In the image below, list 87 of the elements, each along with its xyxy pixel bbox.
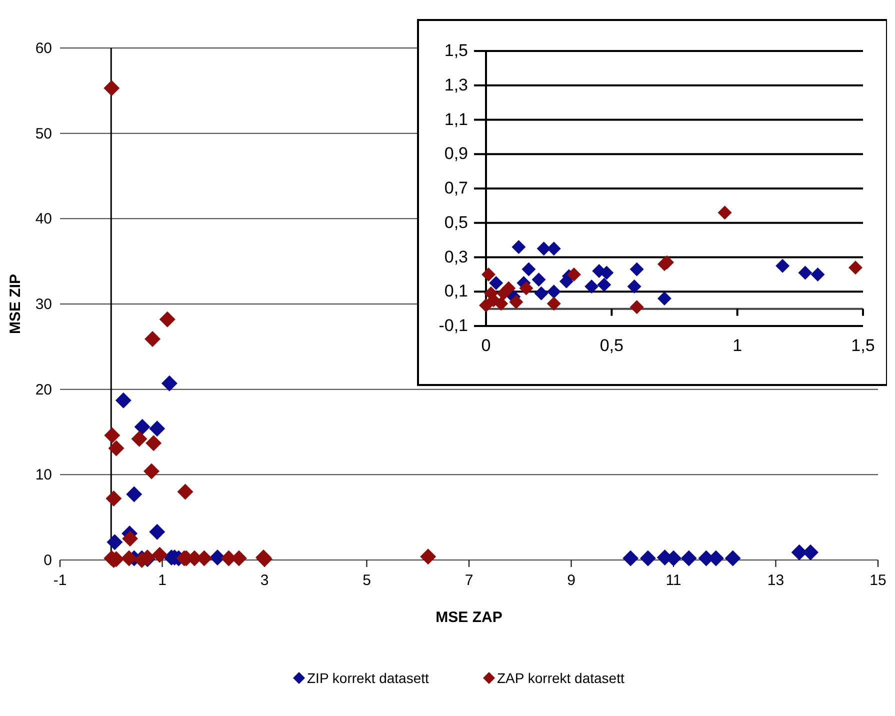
point [489,276,504,290]
y-tick-label: 10 [35,466,52,484]
point [420,548,436,565]
point [534,286,548,300]
point [536,242,551,256]
point [512,240,526,254]
point [622,550,639,566]
point [509,294,524,309]
y-tick-label: 50 [35,125,52,142]
point [104,427,120,444]
point [144,330,161,347]
point [640,550,656,566]
point [519,281,534,296]
point [848,260,862,275]
y-tick-label: -0,1 [438,316,468,335]
point [630,262,644,276]
point [482,267,496,282]
point [177,484,194,500]
point [149,524,166,540]
x-tick-label: 3 [260,572,269,589]
y-tick-label: 1,5 [444,41,468,60]
point [159,311,176,328]
point [144,463,160,480]
point [161,375,178,392]
x-tick-label: 9 [567,572,576,589]
point [680,550,697,566]
point [724,550,741,566]
legend-label: ZAP korrekt datasett [497,670,624,686]
point [149,420,166,437]
point [532,272,546,287]
point [484,286,498,300]
y-tick-label: 1,3 [444,75,468,94]
point [106,534,123,550]
y-tick-label: 0,3 [444,247,468,266]
point [630,300,644,314]
x-tick-label: 5 [362,572,371,589]
x-tick-label: 15 [870,572,886,589]
point [479,298,493,312]
point [657,292,672,306]
x-tick-label: 0 [481,336,491,355]
y-tick-label: 60 [35,40,52,57]
x-tick-label: 11 [666,572,682,589]
y-tick-label: 30 [35,296,52,313]
x-tick-label: -1 [53,572,67,589]
point [546,296,561,311]
y-tick-label: 20 [35,381,52,398]
y-axis-title: MSE ZIP [7,274,24,334]
y-tick-label: 0,5 [444,212,468,232]
x-axis-title: MSE ZAP [436,609,502,626]
x-tick-label: 7 [464,572,474,589]
point [115,392,132,408]
point [802,544,819,560]
point [776,258,790,273]
point [584,279,599,294]
point [131,430,148,447]
legend-label: ZIP korrekt datasett [307,670,430,686]
point [546,284,561,299]
point [108,440,124,456]
point [122,530,138,547]
point [798,266,812,280]
point [810,267,825,282]
point [126,486,142,502]
x-tick-label: 13 [767,572,784,589]
y-tick-label: 1,1 [444,110,468,129]
point [106,490,122,507]
x-tick-label: 1,5 [851,336,875,355]
point [146,435,162,452]
y-tick-label: 0,7 [444,178,468,198]
point [522,262,536,276]
y-tick-label: 0,9 [444,144,468,164]
point [121,550,138,566]
point [627,279,642,294]
point [134,418,150,435]
point [718,206,732,220]
y-tick-label: 0 [44,552,52,569]
point [546,242,561,256]
y-tick-label: 0,1 [444,282,468,301]
x-tick-label: 1 [732,336,742,355]
point [494,296,508,311]
point [152,546,168,563]
point [496,286,511,300]
point [566,267,581,282]
point [104,80,120,96]
y-tick-label: 40 [35,210,52,228]
point [597,278,612,292]
x-tick-label: 0,5 [600,336,624,355]
x-tick-label: 1 [158,572,166,589]
